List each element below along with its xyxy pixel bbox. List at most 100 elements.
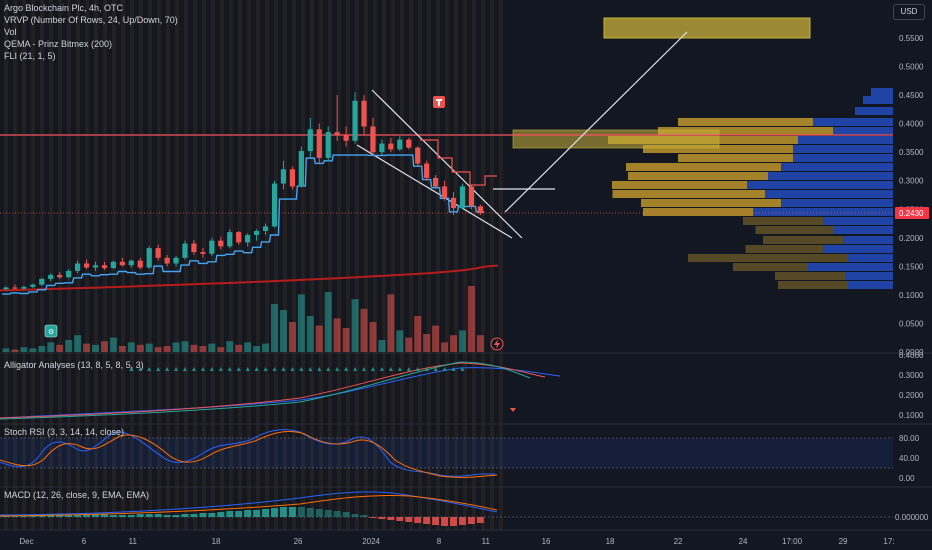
candle-body xyxy=(450,197,457,209)
profile-row-down xyxy=(781,199,893,207)
signal-badge-icon[interactable]: ⚙ xyxy=(44,324,58,338)
session-band xyxy=(265,0,269,530)
stoch-axis: 80.00 40.00 0.00 xyxy=(899,434,920,483)
time-tick: 11 xyxy=(482,537,491,546)
profile-row-up xyxy=(658,127,833,135)
candle-body xyxy=(218,240,224,247)
macd-histogram-bar xyxy=(396,517,404,521)
macd-histogram-bar xyxy=(387,517,395,520)
session-band xyxy=(490,0,494,530)
profile-row-down xyxy=(793,145,893,153)
legend-alligator[interactable]: Alligator Analyses (13, 8, 5, 8, 5, 3) xyxy=(4,360,144,370)
candle-body xyxy=(424,163,430,178)
candlestick-series[interactable] xyxy=(3,92,483,291)
wedge-lower-line[interactable] xyxy=(356,144,513,239)
alligator-up-marker xyxy=(442,367,447,371)
time-tick: Dec xyxy=(19,537,33,546)
candle-body xyxy=(388,143,394,150)
volume-bar xyxy=(253,346,261,352)
macd-histogram-bar xyxy=(288,507,296,517)
candle-body xyxy=(75,263,81,271)
svg-text:0.2430: 0.2430 xyxy=(899,209,924,218)
volume-bar xyxy=(56,344,64,352)
alligator-up-marker xyxy=(272,367,277,371)
price-tick: 0.1000 xyxy=(899,291,924,300)
time-axis[interactable]: Dec 6 11 18 26 2024 8 11 16 18 22 24 17:00 29 17: xyxy=(19,537,894,546)
alligator-up-marker xyxy=(335,367,340,371)
time-tick: 8 xyxy=(437,537,442,546)
alligator-up-marker xyxy=(317,367,322,371)
alligator-up-marker xyxy=(460,367,465,371)
session-band xyxy=(40,0,44,530)
alligator-up-marker xyxy=(263,367,268,371)
candle-body xyxy=(254,230,260,235)
session-band xyxy=(463,0,467,530)
candle-body xyxy=(200,252,206,254)
alligator-up-marker xyxy=(299,367,304,371)
candle-body xyxy=(468,186,474,207)
profile-row-down xyxy=(855,107,893,115)
profile-row-up xyxy=(678,154,793,162)
time-tick: 2024 xyxy=(362,537,380,546)
macd-histogram-bar xyxy=(217,512,225,517)
time-tick: 29 xyxy=(839,537,848,546)
volume-bar xyxy=(136,344,144,352)
alligator-up-marker xyxy=(254,367,259,371)
macd-histogram-bar xyxy=(369,517,377,518)
candle-body xyxy=(334,132,340,136)
legend-vrvp[interactable]: VRVP (Number Of Rows, 24, Up/Down, 70) xyxy=(4,15,178,25)
profile-row-down xyxy=(798,136,893,144)
alligator-up-marker xyxy=(379,367,384,371)
volume-bar xyxy=(271,304,278,352)
volume-bar xyxy=(127,342,135,352)
volume-bar xyxy=(423,334,431,352)
alligator-up-marker xyxy=(433,367,438,371)
profile-row-down xyxy=(813,118,893,126)
wedge-upper-line[interactable] xyxy=(371,89,523,239)
time-tick: 18 xyxy=(212,537,221,546)
candle-body xyxy=(155,248,161,258)
legend-stoch-rsi[interactable]: Stoch RSI (3, 3, 14, 14, close) xyxy=(4,427,125,437)
time-tick: 24 xyxy=(739,537,748,546)
session-band xyxy=(409,0,413,530)
projection-line[interactable] xyxy=(504,31,688,213)
macd-histogram-bar xyxy=(83,515,91,517)
alligator-up-marker xyxy=(227,367,232,371)
alligator-up-marker xyxy=(191,367,196,371)
hammer-icon[interactable] xyxy=(433,96,445,108)
volume-bar xyxy=(405,337,413,352)
candle-body xyxy=(83,263,90,268)
session-band xyxy=(157,0,161,530)
session-band xyxy=(193,0,197,530)
session-band xyxy=(310,0,314,530)
volume-bar xyxy=(38,346,46,352)
time-tick: 18 xyxy=(606,537,615,546)
alligator-up-marker xyxy=(415,367,420,371)
profile-row-down xyxy=(768,172,893,180)
resistance-zone-box[interactable] xyxy=(512,129,720,149)
macd-histogram-bar xyxy=(467,517,475,524)
legend-vol[interactable]: Vol xyxy=(4,27,17,37)
profile-row-down xyxy=(848,254,893,262)
legend-macd[interactable]: MACD (12, 26, close, 9, EMA, EMA) xyxy=(4,490,150,500)
macd-histogram-bar xyxy=(226,511,234,517)
legend-fli[interactable]: FLI (21, 1, 5) xyxy=(4,51,56,61)
session-band xyxy=(355,0,359,530)
lightning-icon[interactable] xyxy=(490,337,504,351)
session-band xyxy=(220,0,224,530)
volume-bar xyxy=(369,322,377,352)
legend-qema[interactable]: QEMA - Prinz Bitmex (200) xyxy=(4,39,113,49)
volume-bar xyxy=(190,344,198,352)
session-band xyxy=(382,0,386,530)
alligator-up-marker xyxy=(209,367,214,371)
currency-button[interactable]: USD xyxy=(893,4,925,20)
volume-bar xyxy=(208,343,216,352)
price-tick: 0.3000 xyxy=(899,177,924,186)
target-zone-box[interactable] xyxy=(603,17,811,39)
profile-row-down xyxy=(753,208,893,216)
session-band xyxy=(274,0,278,530)
macd-histogram-bar xyxy=(199,513,207,517)
volume-bar xyxy=(467,286,475,352)
volume-bar xyxy=(432,325,440,352)
